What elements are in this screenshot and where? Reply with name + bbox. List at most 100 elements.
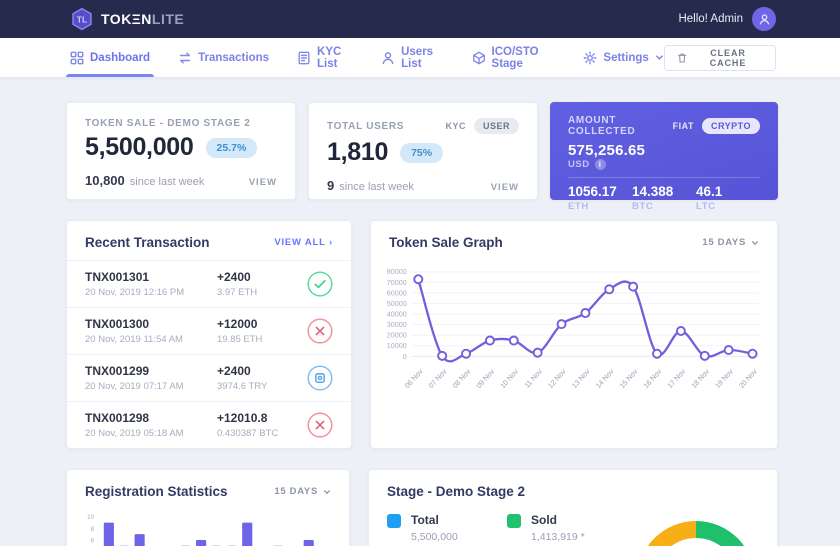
svg-text:0: 0 <box>403 352 407 361</box>
svg-text:10000: 10000 <box>387 341 407 350</box>
legend-swatch <box>507 514 521 528</box>
svg-text:40000: 40000 <box>387 310 407 319</box>
card-title: TOKEN SALE - DEMO STAGE 2 <box>85 118 251 129</box>
info-icon[interactable]: i <box>594 159 606 170</box>
nav-item-label: Settings <box>603 51 649 64</box>
svg-text:11 Nov: 11 Nov <box>522 367 544 390</box>
card-token-sale: TOKEN SALE - DEMO STAGE 2 5,500,000 25.7… <box>66 102 296 200</box>
stage-panel: Stage - Demo Stage 2 Total 5,500,000 Sold… <box>368 469 778 546</box>
nav-item-label: Users List <box>401 45 434 70</box>
panel-title: Token Sale Graph <box>389 235 503 250</box>
transaction-converted: 0.430387 BTC <box>217 428 279 439</box>
clear-cache-label: CLEAR CACHE <box>709 47 747 68</box>
person-icon <box>759 13 769 25</box>
recent-transactions-panel: Recent Transaction VIEW ALL › TNX001301 … <box>66 220 352 449</box>
svg-text:10 Nov: 10 Nov <box>498 367 520 390</box>
svg-text:09 Nov: 09 Nov <box>474 367 496 390</box>
users-list-icon <box>381 51 395 65</box>
amount-ltc: 46.1 LTC <box>696 184 723 212</box>
svg-text:17 Nov: 17 Nov <box>665 367 687 390</box>
clear-cache-button[interactable]: CLEAR CACHE <box>663 44 776 71</box>
token-sale-percent-badge: 25.7% <box>205 137 258 158</box>
svg-text:80000: 80000 <box>387 267 407 276</box>
amount-btc: 14.388 BTC <box>632 184 674 212</box>
token-sale-view-link[interactable]: VIEW <box>248 177 277 188</box>
toggle-fiat[interactable]: FIAT <box>672 121 694 131</box>
transaction-date: 20 Nov, 2019 12:16 PM <box>85 287 185 298</box>
legend-item-total: Total 5,500,000 <box>387 513 507 546</box>
legend-item-sold: Sold 1,413,919 * <box>507 513 637 546</box>
panel-title: Stage - Demo Stage 2 <box>387 484 526 499</box>
toggle-crypto[interactable]: CRYPTO <box>701 118 760 134</box>
transaction-id: TNX001298 <box>85 411 150 425</box>
nav-item-ico-sto-stage[interactable]: ICO/STO Stage <box>472 38 556 77</box>
transaction-converted: 3974.6 TRY <box>217 381 268 392</box>
transaction-amount: +12000 <box>217 317 258 331</box>
fiat-crypto-toggle: FIAT CRYPTO <box>669 118 760 134</box>
chevron-down-icon <box>751 240 759 245</box>
transaction-row: TNX001300 20 Nov, 2019 11:54 AM +12000 1… <box>67 307 351 354</box>
svg-text:6: 6 <box>91 537 95 544</box>
nav-item-transactions[interactable]: Transactions <box>178 38 269 77</box>
transaction-id: TNX001299 <box>85 364 150 378</box>
nav-item-label: ICO/STO Stage <box>491 45 539 70</box>
nav-item-users-list[interactable]: Users List <box>381 38 443 77</box>
card-title: TOTAL USERS <box>327 120 405 132</box>
nav-item-label: KYC List <box>317 45 342 70</box>
svg-text:08 Nov: 08 Nov <box>450 367 472 390</box>
transaction-amount: +2400 <box>217 364 251 378</box>
nav-item-dashboard[interactable]: Dashboard <box>65 38 155 77</box>
main-nav: Dashboard Transactions KYC List Users Li… <box>0 38 840 78</box>
status-rejected-icon <box>307 412 333 438</box>
toggle-user[interactable]: USER <box>473 118 519 134</box>
greeting-text: Hello! Admin <box>678 13 743 25</box>
svg-text:20 Nov: 20 Nov <box>737 367 759 390</box>
kyc-list-icon <box>297 51 311 65</box>
transaction-row: TNX001298 20 Nov, 2019 05:18 AM +12010.8… <box>67 401 351 448</box>
card-amount-collected: AMOUNT COLLECTED FIAT CRYPTO 575,256.65 … <box>550 102 778 212</box>
tokenlite-logo-icon: TL <box>72 7 92 31</box>
brand-name: TOKΞNLITE <box>101 11 185 27</box>
svg-text:15 Nov: 15 Nov <box>618 367 640 390</box>
toggle-kyc[interactable]: KYC <box>445 121 466 131</box>
svg-text:20000: 20000 <box>387 331 407 340</box>
nav-item-settings[interactable]: Settings <box>583 38 663 77</box>
trash-icon <box>677 53 687 63</box>
card-total-users: TOTAL USERS KYC USER 1,810 75% 9 since l… <box>308 102 538 200</box>
transaction-converted: 3.97 ETH <box>217 287 258 298</box>
token-sale-value: 5,500,000 <box>85 133 194 161</box>
transaction-row: TNX001299 20 Nov, 2019 07:17 AM +2400 39… <box>67 354 351 401</box>
registration-statistics-panel: Registration Statistics 15 DAYS 108642 <box>66 469 350 546</box>
panel-title: Recent Transaction <box>85 235 210 250</box>
transaction-date: 20 Nov, 2019 05:18 AM <box>85 428 184 439</box>
svg-text:8: 8 <box>91 526 95 533</box>
total-users-value: 1,810 <box>327 138 389 166</box>
panel-title: Registration Statistics <box>85 484 228 499</box>
svg-text:12 Nov: 12 Nov <box>546 367 568 390</box>
legend-swatch <box>387 514 401 528</box>
user-avatar[interactable] <box>752 7 776 31</box>
kyc-user-toggle: KYC USER <box>441 118 519 134</box>
card-title: AMOUNT COLLECTED <box>568 115 636 137</box>
range-dropdown[interactable]: 15 DAYS <box>274 486 331 497</box>
status-rejected-icon <box>307 318 333 344</box>
total-users-view-link[interactable]: VIEW <box>490 182 519 193</box>
status-pending-icon <box>307 365 333 391</box>
total-users-percent-badge: 75% <box>400 142 444 163</box>
chevron-right-icon: › <box>329 237 333 248</box>
nav-item-kyc-list[interactable]: KYC List <box>297 38 353 77</box>
range-dropdown[interactable]: 15 DAYS <box>702 237 759 248</box>
chevron-down-icon <box>655 53 664 62</box>
status-approved-icon <box>307 271 333 297</box>
amount-collected-value: 575,256.65 <box>568 142 646 159</box>
svg-text:06 Nov: 06 Nov <box>403 367 425 390</box>
svg-text:60000: 60000 <box>387 288 407 297</box>
transactions-icon <box>178 51 192 65</box>
transaction-date: 20 Nov, 2019 11:54 AM <box>85 334 183 345</box>
svg-text:30000: 30000 <box>387 320 407 329</box>
ico-sto-stage-icon <box>472 51 486 65</box>
svg-text:70000: 70000 <box>387 278 407 287</box>
chevron-down-icon <box>323 489 331 494</box>
view-all-link[interactable]: VIEW ALL › <box>274 237 333 248</box>
